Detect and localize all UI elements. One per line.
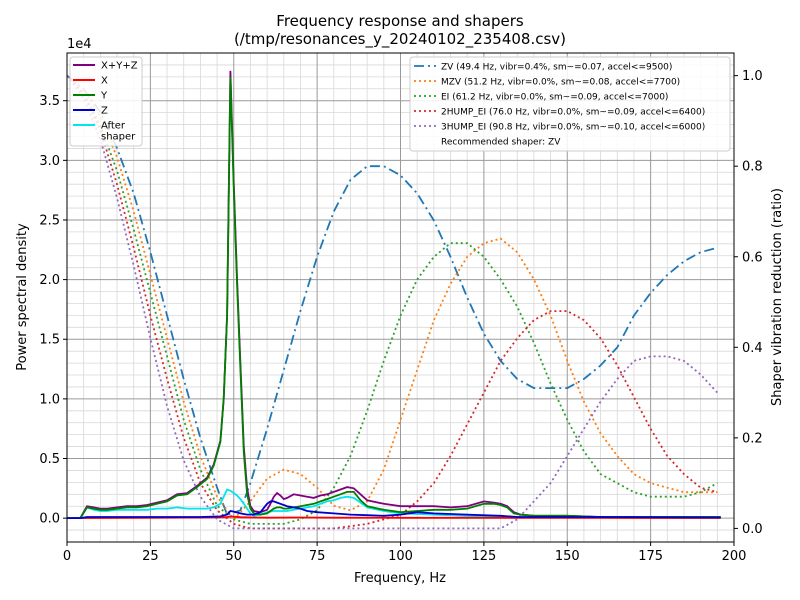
y-offset-text: 1e4 bbox=[67, 37, 92, 52]
y-tick-label: 0.5 bbox=[39, 452, 60, 467]
shaper-legend-label: 3HUMP_EI (90.8 Hz, vibr=0.0%, sm~=0.10, … bbox=[441, 123, 705, 133]
x-tick-label: 50 bbox=[225, 549, 242, 564]
shaper-line-mzv bbox=[67, 74, 718, 521]
psd-legend-label: shaper bbox=[101, 132, 136, 143]
shaper-line-ei bbox=[67, 74, 718, 525]
y2-tick-label: 0.8 bbox=[742, 160, 763, 175]
recommended-shaper-label: Recommended shaper: ZV bbox=[441, 138, 561, 148]
shaper-legend-label: ZV (49.4 Hz, vibr=0.4%, sm~=0.07, accel<… bbox=[441, 63, 672, 73]
x-tick-label: 150 bbox=[555, 549, 580, 564]
y-tick-label: 2.0 bbox=[39, 273, 60, 288]
y2-tick-label: 1.0 bbox=[742, 69, 763, 84]
y-tick-label: 2.5 bbox=[39, 213, 60, 228]
y-tick-label: 1.0 bbox=[39, 392, 60, 407]
y-tick-label: 3.5 bbox=[39, 94, 60, 109]
shaper-legend: ZV (49.4 Hz, vibr=0.4%, sm~=0.07, accel<… bbox=[409, 56, 731, 152]
y2-tick-label: 0.4 bbox=[742, 341, 763, 356]
chart-title: Frequency response and shapers bbox=[276, 12, 524, 30]
x-tick-label: 200 bbox=[722, 549, 747, 564]
shaper-legend-label: EI (61.2 Hz, vibr=0.0%, sm~=0.09, accel<… bbox=[441, 93, 668, 103]
x-tick-label: 125 bbox=[471, 549, 496, 564]
y2-tick-label: 0.2 bbox=[742, 431, 763, 446]
y2-tick-label: 0.0 bbox=[742, 522, 763, 537]
psd-legend-label: X bbox=[101, 76, 108, 87]
psd-legend-label: Y bbox=[100, 91, 108, 102]
x-tick-label: 0 bbox=[63, 549, 71, 564]
x-axis-label: Frequency, Hz bbox=[354, 571, 446, 586]
shaper-line-zv bbox=[67, 74, 718, 516]
chart-subtitle: (/tmp/resonances_y_20240102_235408.csv) bbox=[234, 30, 566, 49]
psd-legend-label: After bbox=[101, 121, 126, 132]
y2-axis-label: Shaper vibration reduction (ratio) bbox=[770, 188, 785, 406]
x-tick-label: 100 bbox=[388, 549, 413, 564]
y-axis-label: Power spectral density bbox=[15, 223, 30, 371]
psd-line-y bbox=[67, 76, 721, 519]
shaper-legend-label: MZV (51.2 Hz, vibr=0.0%, sm~=0.08, accel… bbox=[441, 78, 680, 88]
y2-tick-label: 0.6 bbox=[742, 250, 763, 265]
psd-line-x-y-z bbox=[67, 70, 721, 519]
x-tick-label: 75 bbox=[309, 549, 326, 564]
psd-legend-label: X+Y+Z bbox=[101, 61, 138, 72]
shaper-legend-label: 2HUMP_EI (76.0 Hz, vibr=0.0%, sm~=0.09, … bbox=[441, 108, 705, 118]
y-tick-label: 3.0 bbox=[39, 154, 60, 169]
shaper-legend-box bbox=[409, 56, 731, 152]
x-tick-label: 25 bbox=[142, 549, 159, 564]
shaper-line-2hump-ei bbox=[67, 74, 718, 530]
y-tick-label: 0.0 bbox=[39, 512, 60, 527]
psd-line-z bbox=[67, 500, 721, 519]
x-tick-label: 175 bbox=[638, 549, 663, 564]
psd-legend-label: Z bbox=[101, 106, 108, 117]
y-tick-label: 1.5 bbox=[39, 333, 60, 348]
shaper-line-3hump-ei bbox=[67, 75, 718, 530]
